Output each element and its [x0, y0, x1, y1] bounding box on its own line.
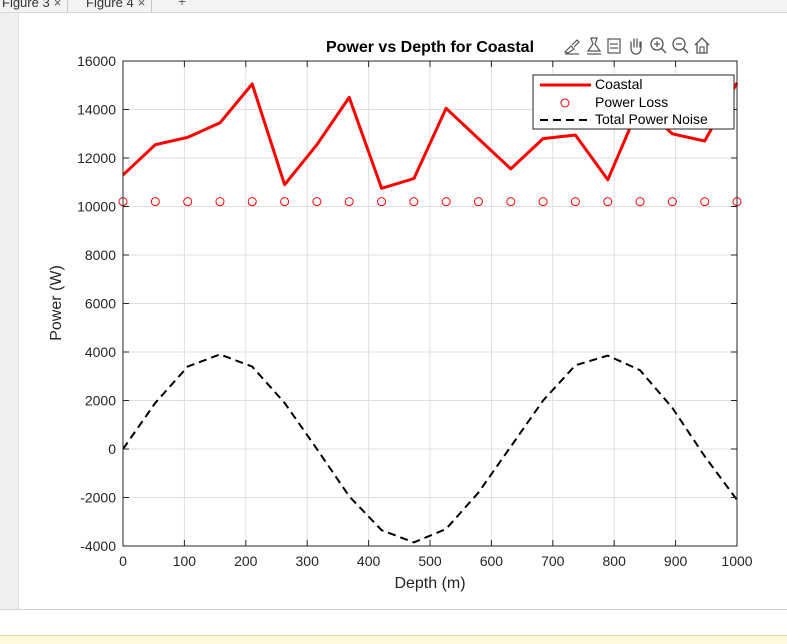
brush-icon[interactable]	[562, 34, 582, 58]
marker-point	[538, 197, 548, 207]
x-tick-labels: 0 100 200 300 400 500 600 700 800 900 1000	[119, 553, 753, 569]
tab-label: Figure 4	[86, 0, 134, 10]
marker-point	[344, 197, 354, 207]
datatip-icon[interactable]	[584, 34, 604, 58]
x-tick-label: 0	[119, 553, 127, 569]
tab-figure-4[interactable]: Figure 4 ×	[80, 0, 153, 12]
y-tick-label: 8000	[85, 247, 116, 263]
marker-point	[506, 197, 516, 207]
series-line-total-power-noise	[122, 353, 738, 544]
x-tick-label: 400	[357, 553, 381, 569]
x-tick-label: 600	[480, 553, 504, 569]
chart-title: Power vs Depth for Coastal	[326, 39, 534, 56]
info-bar	[0, 635, 787, 644]
marker-point	[635, 197, 645, 207]
marker-point	[409, 197, 419, 207]
legend-label-coastal: Coastal	[595, 76, 642, 92]
x-tick-label: 1000	[721, 553, 752, 569]
marker-point	[377, 197, 387, 207]
ticks	[122, 60, 738, 547]
marker-point	[473, 197, 483, 207]
y-tick-label: 4000	[85, 344, 116, 360]
left-panel-strip	[0, 13, 19, 610]
x-tick-label: 200	[234, 553, 258, 569]
pan-icon[interactable]	[626, 34, 646, 58]
marker-point	[215, 197, 225, 207]
y-tick-label: 0	[108, 441, 116, 457]
y-tick-label: -2000	[80, 490, 116, 506]
marker-point	[312, 197, 322, 207]
marker-point	[570, 197, 580, 207]
legend-label-total-power-noise: Total Power Noise	[595, 111, 708, 127]
x-tick-label: 700	[541, 553, 565, 569]
zoom-out-icon[interactable]	[670, 34, 690, 58]
legend-label-power-loss: Power Loss	[595, 94, 668, 110]
marker-point	[150, 197, 160, 207]
marker-point	[280, 197, 290, 207]
x-tick-label: 800	[603, 553, 627, 569]
tab-label: Figure 3	[2, 0, 50, 10]
series-total-power-noise	[122, 353, 738, 544]
legend-swatch-power-loss	[560, 98, 570, 108]
legend[interactable]: Coastal Power Loss Total Power Noise	[532, 74, 735, 130]
add-tab-button[interactable]: +	[178, 0, 187, 9]
marker-point	[441, 197, 451, 207]
y-tick-label: 14000	[77, 102, 116, 118]
tab-figure-3[interactable]: Figure 3 ×	[0, 0, 69, 12]
y-tick-labels: -4000 -2000 0 2000 4000 6000 8000 10000 12000 140…	[77, 53, 116, 554]
marker-point	[603, 197, 613, 207]
close-icon[interactable]: ×	[53, 0, 62, 10]
x-axis-label: Depth (m)	[394, 575, 465, 592]
x-tick-label: 300	[296, 553, 320, 569]
y-tick-label: 6000	[85, 296, 116, 312]
x-tick-label: 500	[418, 553, 442, 569]
close-icon[interactable]: ×	[137, 0, 146, 10]
y-tick-label: 12000	[77, 150, 116, 166]
marker-point	[247, 197, 257, 207]
marker-point	[183, 197, 193, 207]
figure-bottom-border	[0, 609, 787, 610]
y-axis-label: Power (W)	[48, 265, 65, 341]
zoom-in-icon[interactable]	[648, 34, 668, 58]
chart-area: 0 100 200 300 400 500 600 700 800 900 1000 -4000 -2…	[48, 39, 753, 592]
marker-point	[667, 197, 677, 207]
x-tick-label: 100	[173, 553, 197, 569]
marker-point	[700, 197, 710, 207]
y-tick-label: -4000	[80, 538, 116, 554]
y-tick-label: 16000	[77, 53, 116, 69]
y-tick-label: 2000	[85, 393, 116, 409]
x-tick-label: 900	[664, 553, 688, 569]
restore-icon[interactable]	[604, 34, 624, 58]
home-icon[interactable]	[692, 34, 712, 58]
y-tick-label: 10000	[77, 199, 116, 215]
grid-lines	[122, 60, 738, 547]
figure-tab-bar: Figure 3 × Figure 4 × +	[0, 0, 787, 13]
